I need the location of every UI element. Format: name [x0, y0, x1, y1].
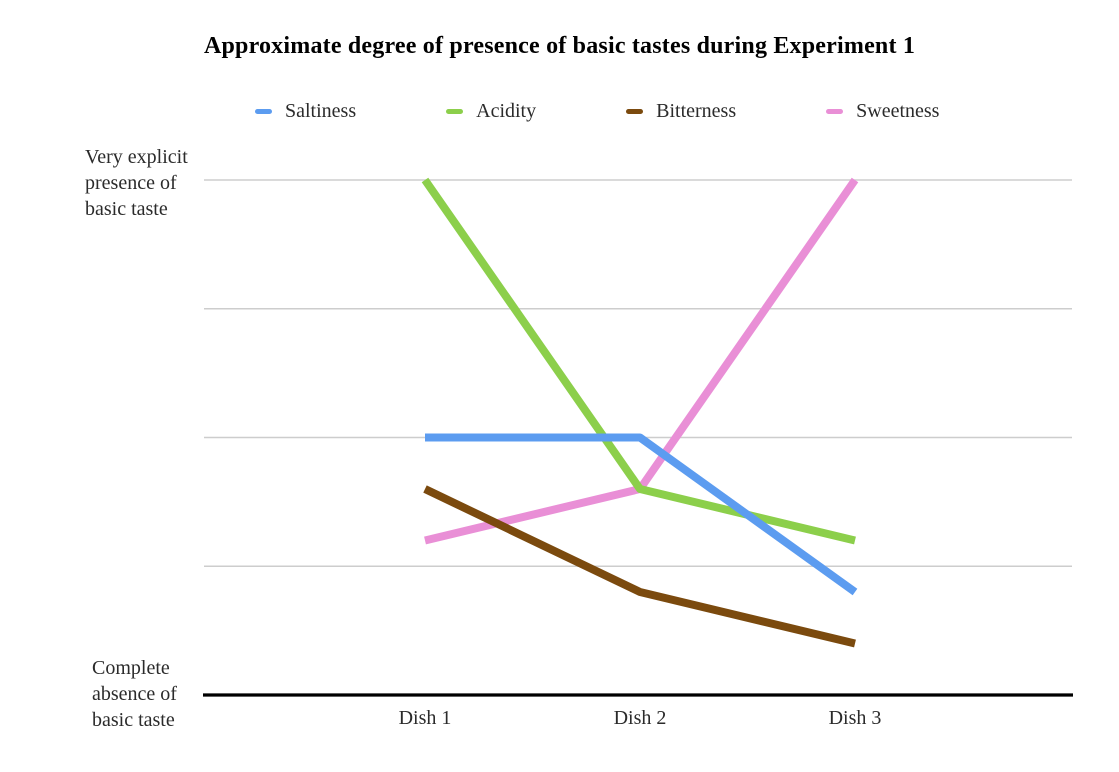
- y-axis-label-max: Very explicit presence of basic taste: [85, 144, 188, 222]
- legend-swatch-acidity: [446, 109, 464, 114]
- series-line-saltiness: [425, 433, 858, 596]
- series-line-bitterness: [423, 485, 856, 648]
- y-axis-label-max-line: Very explicit: [85, 146, 188, 168]
- x-axis-label-dish-3: Dish 3: [828, 707, 882, 729]
- legend-item-acidity: Acidity: [446, 100, 536, 123]
- x-axis-label-dish-1: Dish 1: [398, 707, 452, 729]
- legend-swatch-saltiness: [255, 109, 272, 114]
- legend-label-sweetness: Sweetness: [856, 100, 940, 122]
- legend-item-bitterness: Bitterness: [626, 100, 736, 123]
- legend-item-saltiness: Saltiness: [255, 100, 356, 123]
- y-axis-label-max-line: basic taste: [85, 198, 168, 220]
- legend-swatch-bitterness: [626, 109, 644, 114]
- x-axis-label-dish-2: Dish 2: [613, 707, 667, 729]
- series-line-acidity: [421, 177, 856, 545]
- y-axis-label-min-line: basic taste: [92, 709, 175, 731]
- y-axis-label-max-line: presence of: [85, 172, 177, 194]
- legend-label-acidity: Acidity: [476, 100, 537, 122]
- y-axis-label-min-line: absence of: [92, 683, 177, 705]
- legend-label-bitterness: Bitterness: [656, 100, 737, 122]
- y-axis-label-min: Complete absence of basic taste: [92, 655, 177, 733]
- legend: Saltiness Acidity Bitterness Sweetness: [255, 100, 939, 123]
- legend-item-sweetness: Sweetness: [826, 100, 939, 123]
- legend-swatch-sweetness: [826, 109, 844, 114]
- chart-title: Approximate degree of presence of basic …: [203, 33, 916, 59]
- y-axis-label-min-line: Complete: [92, 657, 170, 679]
- legend-label-saltiness: Saltiness: [285, 100, 357, 122]
